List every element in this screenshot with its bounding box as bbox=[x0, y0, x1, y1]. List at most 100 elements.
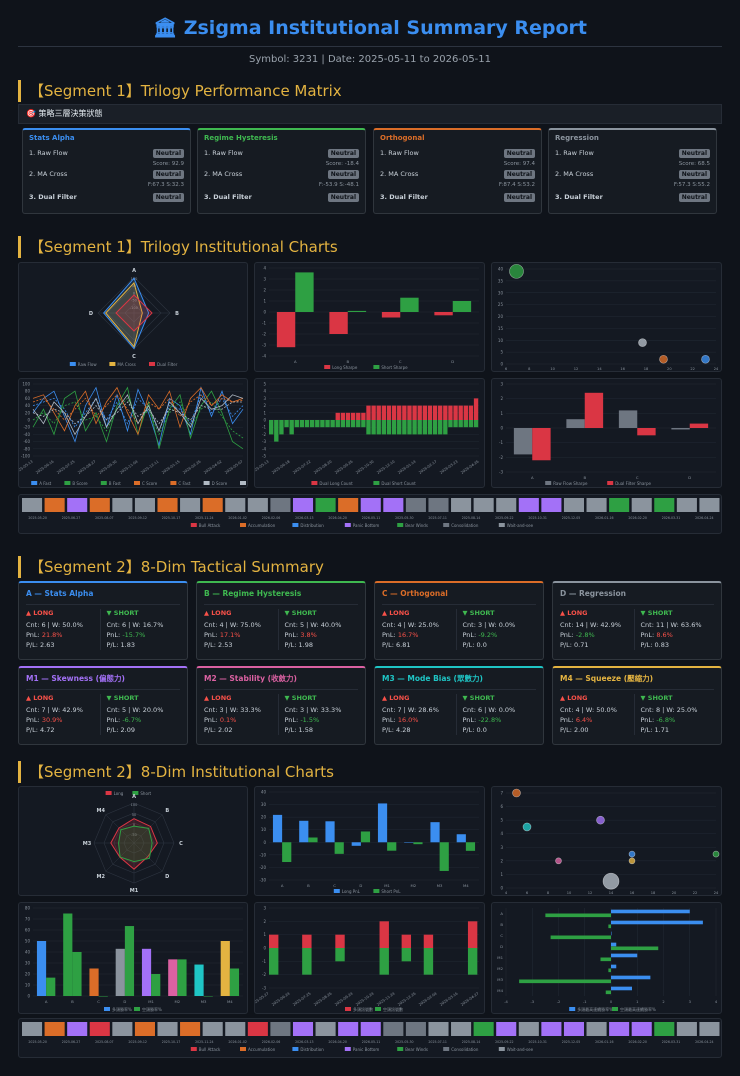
legend-swatch bbox=[373, 889, 380, 893]
x-tick-label: 16 bbox=[620, 367, 625, 371]
radar-tick-label: 0 bbox=[133, 823, 135, 827]
x-tick-label: 2026-01-14 bbox=[397, 459, 417, 475]
y-tick-label: 30 bbox=[261, 802, 267, 807]
bar bbox=[194, 964, 204, 996]
x-tick-label: 2025-09-30 bbox=[98, 459, 118, 475]
heat-cell bbox=[180, 1022, 201, 1036]
short-count: Cnt: 5 | W: 40.0% bbox=[284, 621, 342, 629]
x-tick-label: 0 bbox=[610, 1000, 613, 1004]
bar bbox=[63, 913, 73, 996]
heat-cell bbox=[383, 1022, 404, 1036]
short-label: ▼ SHORT bbox=[462, 694, 495, 702]
series-line bbox=[32, 401, 243, 425]
heat-cell bbox=[405, 1022, 426, 1036]
y-tick-label: 100 bbox=[22, 382, 30, 387]
legend-label: Wait-and-see bbox=[507, 523, 534, 528]
x-tick-label: A bbox=[45, 999, 48, 1004]
heat-cell bbox=[315, 1022, 336, 1036]
short-count: Cnt: 8 | W: 25.0% bbox=[640, 706, 698, 714]
y-tick-label: 20 bbox=[25, 410, 31, 415]
legend-label: Long bbox=[114, 791, 124, 796]
bar bbox=[463, 405, 468, 420]
legend-label: Bull Attack bbox=[199, 523, 221, 528]
x-tick-label: 4 bbox=[715, 1000, 718, 1004]
bar bbox=[467, 948, 478, 975]
legend-swatch bbox=[569, 1007, 576, 1011]
short-pl: P/L: 0.83 bbox=[640, 641, 669, 649]
y-tick-label: 2 bbox=[263, 403, 266, 408]
short-pl: P/L: 0.0 bbox=[462, 726, 487, 734]
bar bbox=[302, 934, 312, 948]
long-count: Cnt: 7 | W: 28.6% bbox=[382, 706, 439, 714]
status-badge: Neutral bbox=[152, 193, 184, 202]
y-tick-label: 3 bbox=[263, 396, 266, 401]
x-tick-label: M3 bbox=[437, 883, 443, 888]
pnl-value: 17.1% bbox=[219, 631, 241, 639]
date-label: 2026-03-13 bbox=[295, 516, 314, 520]
status-badge: Neutral bbox=[327, 193, 359, 202]
row-label: 1. Raw Flow bbox=[29, 149, 68, 157]
long-pl: P/L: 4.28 bbox=[382, 726, 411, 734]
bar bbox=[443, 405, 448, 420]
x-tick-label: 2026-05-07 bbox=[224, 460, 243, 475]
card-columns: ▲ LONG Cnt: 4 | W: 25.0% PnL: 16.7% P/L: 6.… bbox=[382, 609, 536, 650]
y-tick-label: 6 bbox=[500, 804, 503, 809]
y-tick-label: 30 bbox=[498, 290, 504, 295]
tactical-card-title: A — Stats Alpha bbox=[26, 589, 94, 598]
segment1-matrix-title: 【Segment 1】Trilogy Performance Matrix bbox=[18, 80, 342, 102]
legend-swatch bbox=[292, 1047, 299, 1051]
date-label: 2025-09-22 bbox=[495, 516, 514, 520]
heat-cell bbox=[292, 498, 314, 512]
x-tick-label: B bbox=[71, 999, 74, 1004]
long-pnl: PnL: 17.1% bbox=[204, 631, 241, 639]
legend-label: Dual Filter Sharpe bbox=[615, 481, 651, 486]
legend-swatch bbox=[607, 481, 614, 485]
radar-series bbox=[110, 818, 158, 870]
short-label: ▼ SHORT bbox=[106, 609, 139, 617]
date-label: 2025-05-20 bbox=[28, 516, 47, 520]
status-badge: Neutral bbox=[503, 193, 535, 202]
regime-heatmap-panel: 2025-05-20 2025-06-27 2025-08-07 2025-09-12… bbox=[18, 494, 722, 534]
card-columns: ▲ LONG Cnt: 14 | W: 42.9% PnL: -2.8% P/L: 0… bbox=[560, 609, 714, 650]
bar bbox=[284, 420, 289, 428]
bar bbox=[584, 392, 604, 428]
x-tick-label: M3 bbox=[201, 999, 207, 1004]
date-label: 2026-04-20 bbox=[328, 1040, 347, 1044]
bar bbox=[340, 412, 346, 420]
scatter-point bbox=[509, 264, 524, 279]
trilogy-row: 3. Dual Filter Neutral bbox=[204, 192, 359, 203]
y-tick-label: 50 bbox=[25, 939, 31, 944]
short-pnl: PnL: 3.8% bbox=[284, 631, 317, 639]
trilogy-row: 2. MA Cross Neutral bbox=[204, 169, 359, 180]
short-pl: P/L: 1.58 bbox=[284, 726, 313, 734]
bar bbox=[401, 934, 412, 948]
chart-svg: 2025-05-20 2025-06-27 2025-08-07 2025-09-12… bbox=[22, 498, 720, 528]
sharpe-chart-panel: 4 3 2 1 0 -1 -2 -3 -4 A B C D Long Sharpe Short Sharpe bbox=[254, 262, 485, 372]
x-tick-label: 2026-03-16 bbox=[439, 991, 459, 1007]
x-tick-label: D bbox=[688, 475, 691, 480]
x-tick-label: B bbox=[583, 475, 586, 480]
bar bbox=[423, 948, 434, 975]
bar bbox=[611, 909, 690, 914]
bar bbox=[427, 420, 433, 435]
long-column: ▲ LONG Cnt: 14 | W: 42.9% PnL: -2.8% P/L: 0… bbox=[560, 609, 634, 650]
y-tick-label: -1 bbox=[499, 440, 503, 445]
legend-swatch bbox=[443, 523, 450, 527]
legend-label: C Score bbox=[142, 481, 158, 486]
pnl-value: 0.1% bbox=[219, 716, 237, 724]
radar-axis-label: M3 bbox=[83, 841, 92, 847]
bar bbox=[519, 979, 611, 984]
heat-cell bbox=[112, 1022, 133, 1036]
y-tick-label: 0 bbox=[500, 362, 503, 367]
legend-swatch bbox=[134, 481, 140, 485]
row-label: 1. Raw Flow bbox=[204, 149, 243, 157]
heat-cell bbox=[654, 498, 675, 512]
y-tick-label: 25 bbox=[498, 302, 504, 307]
short-column: ▼ SHORT Cnt: 5 | W: 20.0% PnL: -6.7% P/L: 2… bbox=[99, 694, 181, 735]
row-label: 2. MA Cross bbox=[29, 170, 68, 178]
x-tick-label: 3 bbox=[689, 1000, 691, 1004]
long-column: ▲ LONG Cnt: 6 | W: 50.0% PnL: 21.8% P/L: 2.… bbox=[26, 609, 100, 650]
pnl-value: 21.8% bbox=[41, 631, 63, 639]
bar bbox=[345, 412, 351, 420]
short-pl: P/L: 0.0 bbox=[462, 641, 487, 649]
